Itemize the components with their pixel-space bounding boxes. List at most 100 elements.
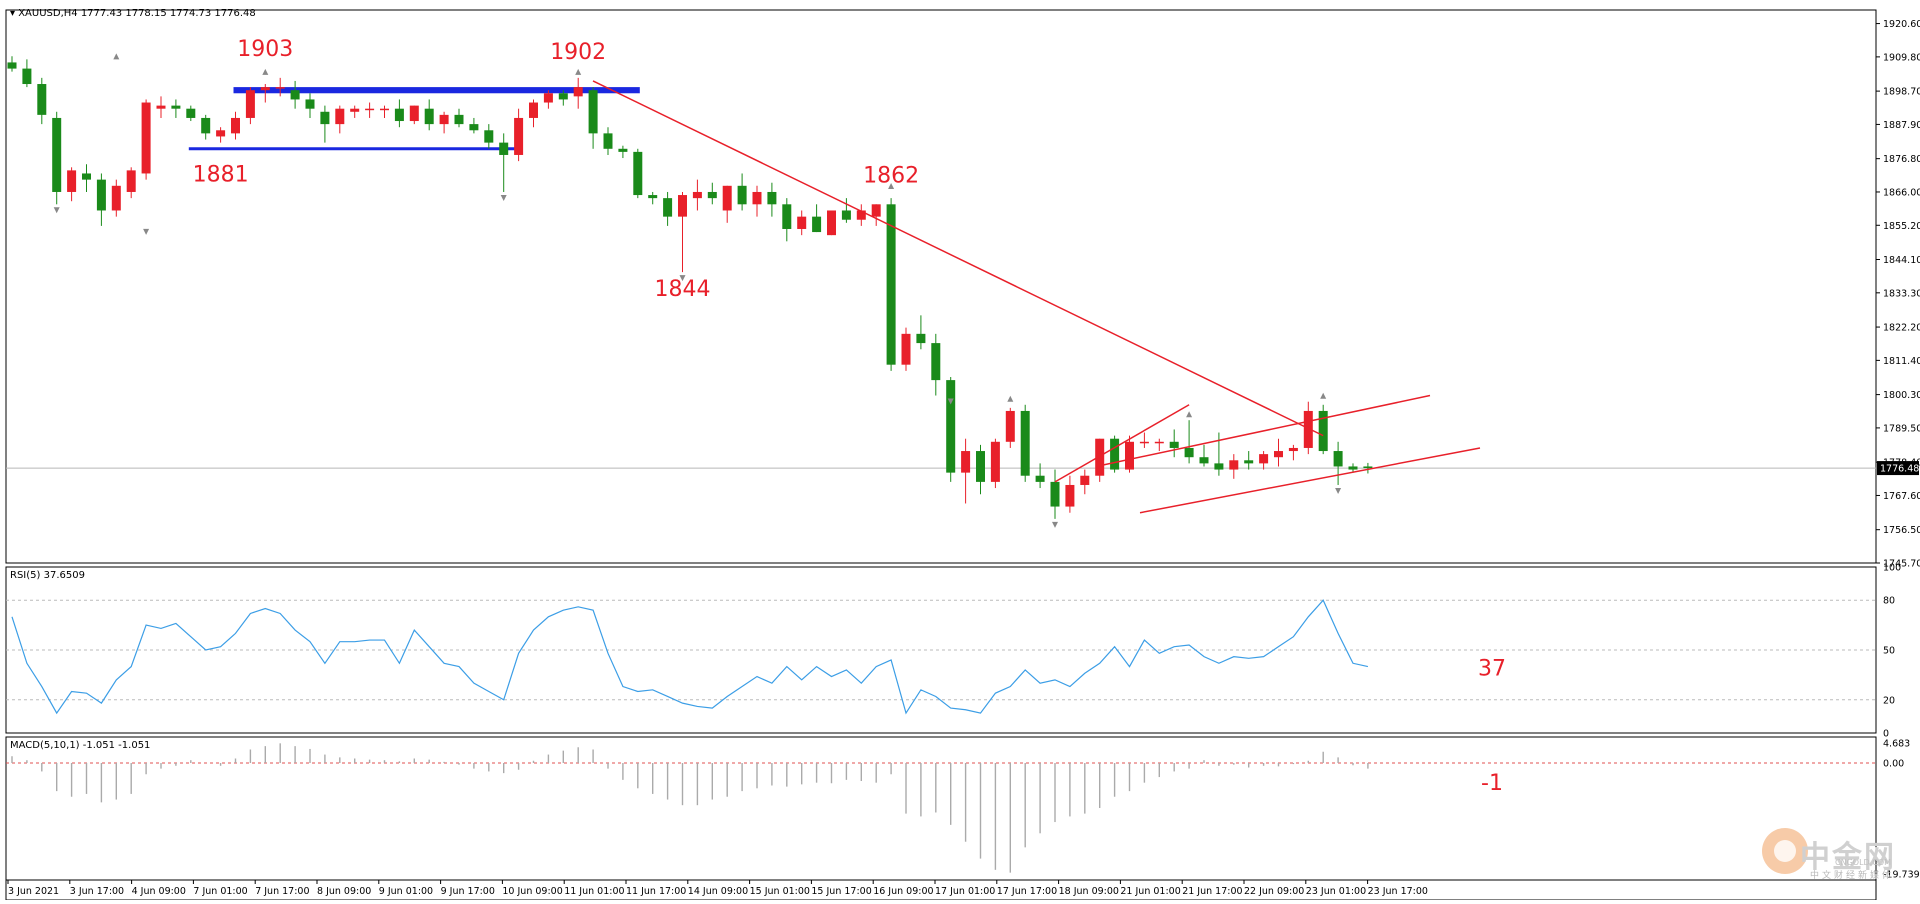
- candle-body: [469, 124, 479, 131]
- candle-body: [141, 102, 151, 174]
- candle-body: [603, 133, 613, 149]
- candle-body: [812, 216, 822, 233]
- candle-body: [484, 130, 494, 143]
- candle-body: [22, 68, 32, 85]
- fractal-arrow: [500, 194, 507, 201]
- candle-body: [797, 216, 807, 229]
- time-tick-label: 15 Jun 01:00: [750, 886, 810, 897]
- candle-body: [67, 170, 77, 192]
- candle-body: [1288, 447, 1298, 452]
- candle-body: [1333, 451, 1343, 467]
- resistance-zone: [233, 87, 640, 94]
- price-tick-label: 1898.70: [1883, 87, 1920, 98]
- candle-body: [231, 117, 240, 134]
- macd-tick-label: -19.739: [1883, 870, 1920, 881]
- channel-lower: [1139, 447, 1481, 514]
- candle-body: [931, 343, 941, 381]
- candle-body: [529, 102, 538, 118]
- time-tick-label: 3 Jun 2021: [8, 886, 59, 897]
- candle-body: [454, 114, 464, 125]
- candle-body: [886, 204, 896, 365]
- candle-body: [320, 111, 330, 125]
- cngold-logo-tagline: 中文财经新媒体: [1810, 871, 1895, 881]
- price-tick-label: 1811.40: [1883, 356, 1920, 367]
- candle-body: [1214, 463, 1224, 470]
- candle-body: [186, 108, 196, 118]
- candle-body: [1318, 410, 1328, 452]
- price-tick-label: 1866.00: [1883, 187, 1920, 198]
- candle-body: [335, 108, 345, 125]
- candle-body: [916, 333, 926, 344]
- price-tick-label: 1855.20: [1883, 221, 1920, 232]
- candle-body: [365, 108, 375, 111]
- rsi-tick-label: 50: [1883, 646, 1895, 657]
- candle-body: [52, 117, 62, 192]
- candle-body: [156, 105, 166, 109]
- price-tick-label: 1800.30: [1883, 390, 1920, 401]
- candle-body: [558, 93, 568, 100]
- descending-trendline: [592, 80, 1324, 437]
- panel-frame-3: [5, 736, 1877, 881]
- fractal-arrow: [888, 182, 895, 189]
- candle-body: [245, 90, 255, 118]
- candle-body: [737, 185, 747, 205]
- time-tick-label: 23 Jun 17:00: [1368, 886, 1428, 897]
- candle-body: [1050, 481, 1060, 507]
- candle-body: [514, 117, 524, 155]
- time-tick-label: 17 Jun 01:00: [935, 886, 995, 897]
- candle-body: [976, 451, 985, 482]
- candle-body: [260, 87, 270, 91]
- price-tick-label: 1789.50: [1883, 423, 1920, 434]
- candle-body: [841, 210, 851, 220]
- candle-body: [1080, 475, 1090, 485]
- candle-body: [409, 105, 419, 122]
- candle-body: [499, 142, 509, 155]
- candle-body: [380, 108, 389, 111]
- fractal-arrow: [947, 398, 954, 405]
- fractal-arrow: [575, 68, 582, 75]
- candle-body: [424, 108, 434, 125]
- candle-body: [439, 114, 449, 125]
- macd-tick-label: 4.683: [1883, 739, 1910, 750]
- rsi-line: [11, 599, 1369, 715]
- candle-body: [573, 87, 583, 97]
- candle-body: [961, 451, 971, 473]
- time-tick-label: 3 Jun 17:00: [70, 886, 124, 897]
- candle-body: [1244, 460, 1254, 464]
- time-tick-label: 15 Jun 17:00: [811, 886, 871, 897]
- rsi-tick-label: 100: [1883, 563, 1901, 574]
- price-tick-label: 1745.70: [1883, 559, 1920, 570]
- panel-frame-2: [5, 566, 1877, 734]
- price-tick-label: 1844.10: [1883, 255, 1920, 266]
- current-price-tag: [1877, 461, 1919, 476]
- candle-body: [1154, 441, 1164, 444]
- candle-body: [1363, 466, 1373, 469]
- time-tick-label: 22 Jun 09:00: [1244, 886, 1304, 897]
- candle-body: [678, 195, 687, 217]
- current-price-label: 1776.48: [1880, 464, 1919, 475]
- candle-body: [722, 185, 732, 211]
- time-tick-label: 9 Jun 17:00: [441, 886, 495, 897]
- candle-body: [707, 191, 717, 199]
- candle-body: [1169, 441, 1179, 448]
- candle-body: [37, 84, 47, 115]
- time-tick-label: 23 Jun 01:00: [1306, 886, 1366, 897]
- cngold-logo-url: CNGOLD.COM: [1835, 858, 1892, 867]
- candle-body: [111, 185, 121, 211]
- candle-body: [1125, 441, 1134, 470]
- candle-body: [201, 117, 211, 134]
- candle-body: [1095, 438, 1105, 476]
- time-tick-label: 8 Jun 09:00: [317, 886, 371, 897]
- candle-body: [1348, 466, 1358, 470]
- candle-body: [1065, 484, 1075, 507]
- rsi-annotation: 37: [1478, 657, 1506, 682]
- candle-body: [216, 130, 226, 137]
- candle-body: [1005, 410, 1015, 442]
- time-tick-label: 11 Jun 17:00: [626, 886, 686, 897]
- candle-body: [96, 179, 106, 211]
- price-annotation: 1881: [193, 163, 249, 188]
- time-tick-label: 11 Jun 01:00: [564, 886, 624, 897]
- cngold-logo-mark-inner: [1774, 840, 1796, 862]
- time-tick-label: 17 Jun 17:00: [997, 886, 1057, 897]
